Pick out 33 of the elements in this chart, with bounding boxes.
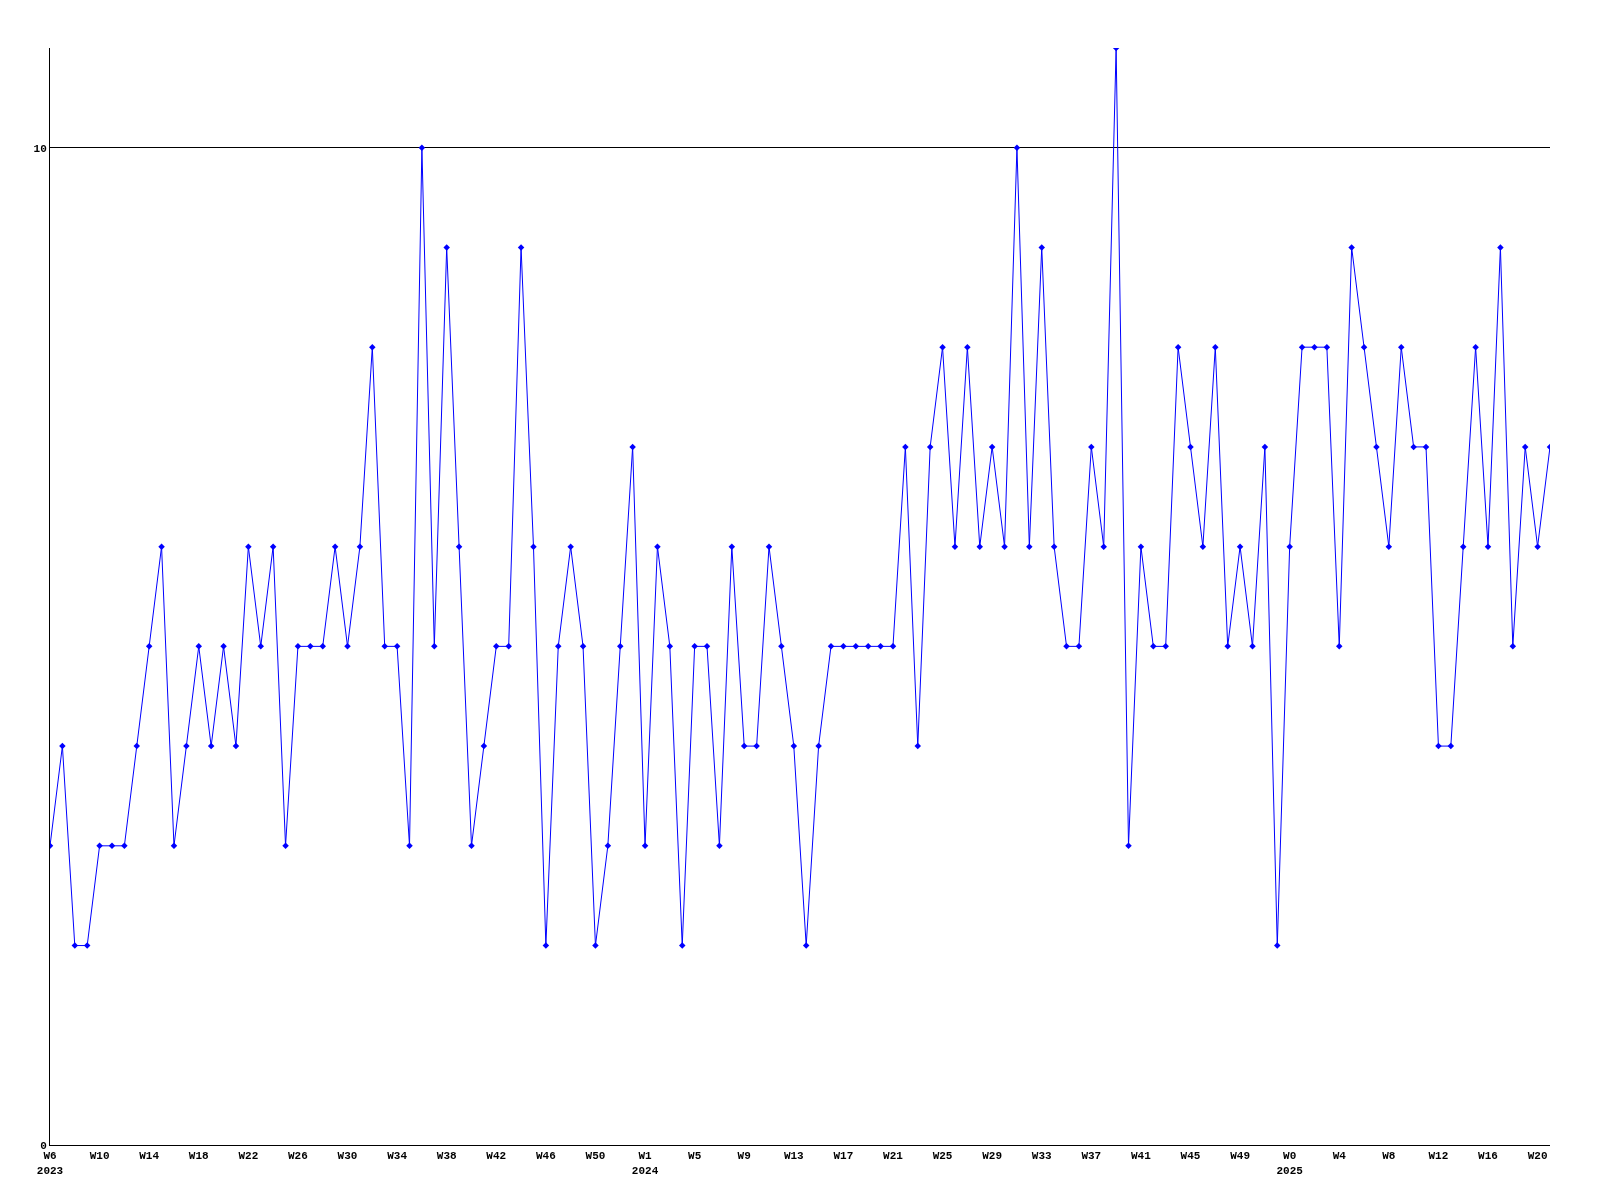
x-tick-label: W34 [387,1150,408,1163]
x-tick-label: W38 [436,1150,457,1163]
x-tick-label: W17 [833,1150,854,1163]
x-tick-label: W21 [883,1150,904,1163]
x-tick-label: W42 [486,1150,507,1163]
x-tick-label: W8 [1382,1150,1396,1163]
y-tick-label: 10 [33,142,47,155]
x-tick-label: W0 2025 [1276,1150,1304,1177]
x-tick-label: W16 [1478,1150,1498,1163]
y-tick-label: 0 [40,1139,47,1152]
x-tick-label: W14 [139,1150,160,1163]
x-tick-label: W9 [737,1150,751,1163]
x-tick-label: W10 [89,1150,110,1163]
x-tick-label: W6 2023 [36,1150,64,1177]
x-tick-label: W41 [1131,1150,1152,1163]
x-tick-label: W33 [1031,1150,1053,1163]
x-tick-label: W30 [337,1150,358,1163]
x-tick-label: W50 [585,1150,606,1163]
x-tick-label: W18 [188,1150,210,1163]
x-tick-label: W13 [783,1150,805,1163]
x-tick-label: W12 [1428,1150,1449,1163]
x-tick-label: W45 [1180,1150,1201,1163]
x-tick-label: W20 [1527,1150,1548,1163]
x-tick-label: W26 [288,1150,308,1163]
x-tick-label: W1 2024 [631,1150,659,1177]
x-tick-label: W37 [1081,1150,1102,1163]
x-tick-label: W4 [1332,1150,1347,1163]
x-tick-label: W46 [535,1150,556,1163]
x-tick-label: W5 [688,1150,702,1163]
x-tick-label: W29 [982,1150,1003,1163]
x-tick-label: W22 [238,1150,259,1163]
x-tick-label: W49 [1230,1150,1250,1163]
x-tick-label: W25 [932,1150,953,1163]
